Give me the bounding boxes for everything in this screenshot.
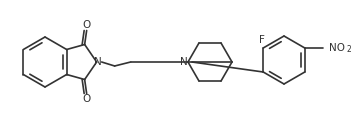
Text: NO: NO — [329, 43, 345, 53]
Text: O: O — [83, 94, 91, 104]
Text: F: F — [259, 35, 265, 45]
Text: O: O — [83, 20, 91, 30]
Text: N: N — [180, 57, 188, 67]
Text: N: N — [94, 57, 102, 67]
Text: 2: 2 — [347, 44, 352, 54]
